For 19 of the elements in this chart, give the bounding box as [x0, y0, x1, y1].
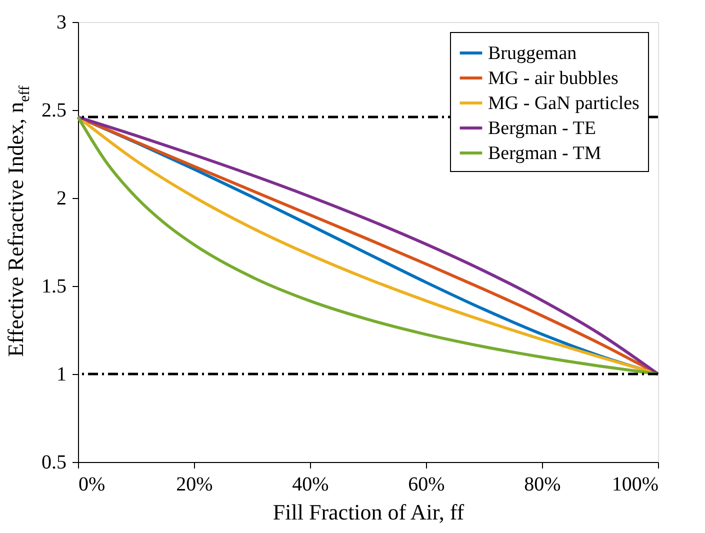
legend-label: Bergman - TM [488, 143, 602, 164]
x-axis-title: Fill Fraction of Air, ff [272, 500, 465, 524]
legend-label: MG - air bubbles [488, 68, 618, 89]
legend-label: Bergman - TE [488, 118, 596, 139]
y-tick-label: 3 [56, 12, 66, 34]
y-tick-label: 0.5 [42, 452, 66, 474]
legend-label: MG - GaN particles [488, 93, 640, 114]
x-tick-label: 80% [524, 474, 561, 496]
y-tick-label: 1 [56, 364, 66, 386]
y-tick-label: 1.5 [42, 276, 66, 298]
x-tick-label: 100% [612, 474, 658, 496]
x-tick-label: 40% [292, 474, 329, 496]
y-tick-label: 2.5 [42, 100, 66, 122]
y-axis-title: Effective Refractive Index, neff [3, 86, 33, 357]
legend-label: Bruggeman [488, 43, 578, 64]
x-tick-label: 20% [176, 474, 213, 496]
x-tick-label: 0% [78, 474, 106, 496]
x-tick-label: 60% [408, 474, 445, 496]
y-tick-label: 2 [56, 188, 66, 210]
